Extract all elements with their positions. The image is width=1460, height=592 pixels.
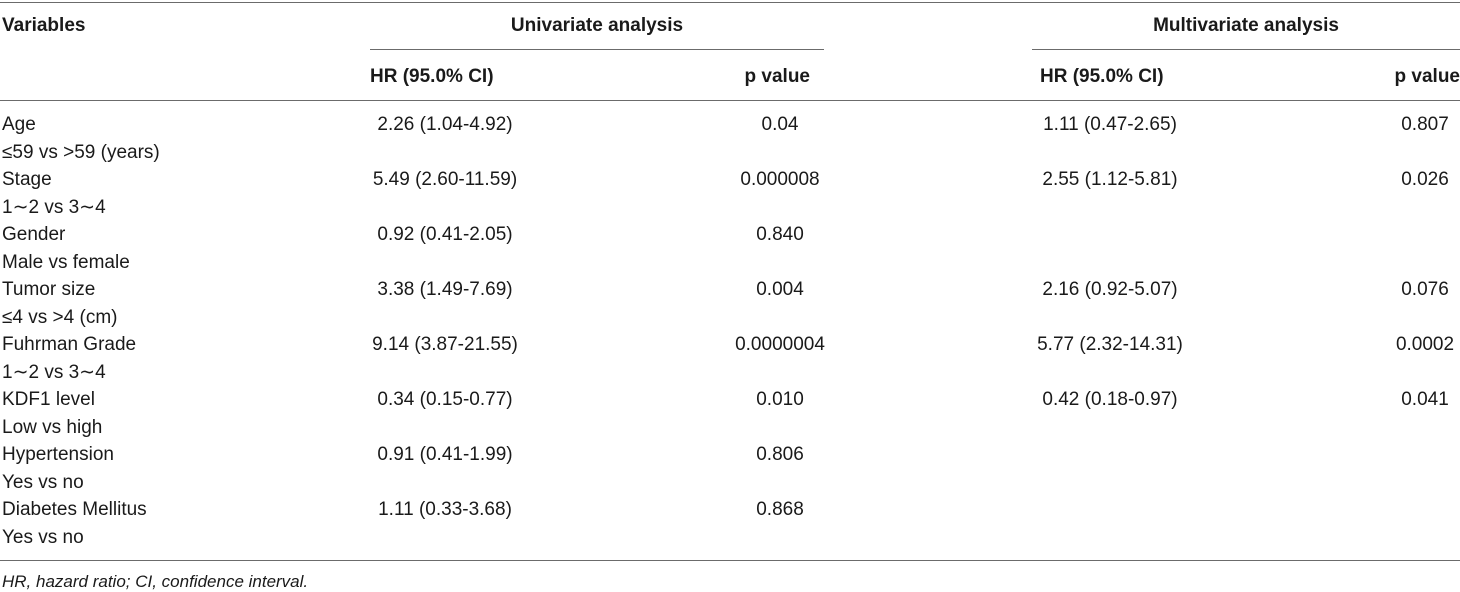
row-multi-p: 0.807 [1401,114,1449,135]
row-variable-comparison: 1∼2 vs 3∼4 [2,197,106,218]
row-uni-hr: 3.38 (1.49-7.69) [377,279,513,300]
row-multi-p: 0.041 [1401,389,1449,410]
row-uni-hr: 2.26 (1.04-4.92) [377,114,513,135]
row-uni-hr: 1.11 (0.33-3.68) [378,499,512,520]
row-uni-hr: 0.34 (0.15-0.77) [377,389,513,410]
row-uni-hr: 5.49 (2.60-11.59) [372,169,518,190]
row-uni-p: 0.840 [756,224,804,245]
row-variable-name: Diabetes Mellitus [2,499,147,520]
row-uni-p: 0.000008 [740,169,820,190]
row-multi-hr: 2.55 (1.12-5.81) [1042,169,1178,190]
row-uni-p: 0.868 [756,499,804,520]
row-multi-p: 0.026 [1401,169,1449,190]
row-uni-p: 0.04 [761,114,799,135]
row-multi-hr: 5.77 (2.32-14.31) [1037,334,1183,355]
header-multivariate: Multivariate analysis [1153,15,1339,36]
row-variable-comparison: Low vs high [2,417,103,438]
row-uni-p: 0.0000004 [735,334,825,355]
row-uni-hr: 0.91 (0.41-1.99) [377,444,513,465]
row-variable-comparison: ≤4 vs >4 (cm) [2,307,118,328]
row-variable-comparison: ≤59 vs >59 (years) [2,142,160,163]
row-uni-p: 0.004 [756,279,804,300]
row-multi-p: 0.076 [1401,279,1449,300]
row-variable-comparison: Yes vs no [2,472,84,493]
row-variable-name: Stage [2,169,52,190]
row-uni-p: 0.806 [756,444,804,465]
header-uni-p: p value [744,66,810,87]
row-variable-name: Tumor size [2,279,96,300]
multivariate-group-rule [1032,49,1460,50]
header-uni-hr: HR (95.0% CI) [370,66,494,87]
row-variable-name: Gender [2,224,66,245]
table-bottom-rule [0,560,1460,561]
row-uni-hr: 9.14 (3.87-21.55) [372,334,518,355]
row-variable-comparison: Male vs female [2,252,130,273]
row-multi-hr: 2.16 (0.92-5.07) [1042,279,1178,300]
row-multi-hr: 1.11 (0.47-2.65) [1043,114,1177,135]
row-multi-p: 0.0002 [1395,334,1455,355]
row-multi-hr: 0.42 (0.18-0.97) [1042,389,1178,410]
row-variable-name: Age [2,114,36,135]
header-bottom-rule [0,100,1460,101]
header-multi-hr: HR (95.0% CI) [1040,66,1164,87]
table-footnote: HR, hazard ratio; CI, confidence interva… [2,572,309,591]
header-univariate: Univariate analysis [510,15,684,36]
header-multi-p: p value [1394,66,1460,87]
row-variable-name: Fuhrman Grade [2,334,137,355]
row-variable-comparison: Yes vs no [2,527,84,548]
row-variable-name: KDF1 level [2,389,95,410]
header-variables: Variables [2,15,86,36]
table-top-rule [0,2,1460,3]
univariate-group-rule [370,49,824,50]
row-uni-hr: 0.92 (0.41-2.05) [377,224,513,245]
row-variable-name: Hypertension [2,444,114,465]
row-variable-comparison: 1∼2 vs 3∼4 [2,362,106,383]
row-uni-p: 0.010 [756,389,804,410]
